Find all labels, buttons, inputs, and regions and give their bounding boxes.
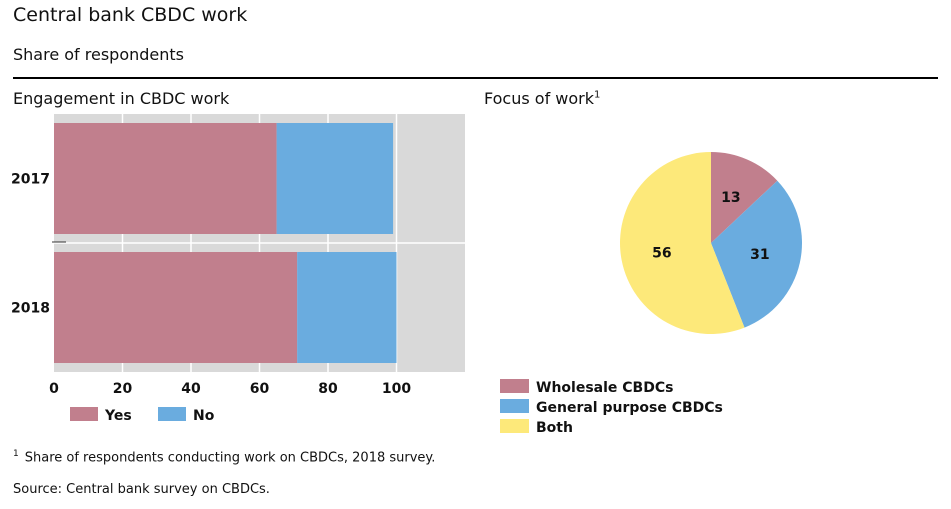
legend-label-yes: Yes [104,408,132,424]
category-label: 2017 [11,172,50,188]
pie-chart: 13 31 56 Wholesale CBDCs General purpose CBD… [500,152,802,436]
category-label: 2018 [11,301,50,317]
x-tick-label: 0 [49,381,59,397]
header-divider [13,77,938,79]
bar-chart: 2017 2018 0 20 40 60 80 100 Yes No [11,114,465,424]
footnote-text: Share of respondents conducting work on … [24,450,436,466]
bar-chart-title: Engagement in CBDC work [13,89,230,108]
x-tick-label: 20 [113,381,133,397]
pie-data-label: 13 [721,190,740,206]
legend-label-wholesale-cbdcs: Wholesale CBDCs [536,380,673,396]
pie-title-text: Focus of work [484,89,595,108]
pie-data-label: 56 [652,245,671,261]
bar-yes-2017 [54,123,277,234]
pie-slice-general-purpose-cbdcs [711,180,802,328]
bar-no-2017 [276,123,394,234]
footnote: 1 Share of respondents conducting work on… [13,449,435,465]
pie-data-label: 31 [750,247,769,263]
legend-swatch-general-purpose-cbdcs [500,399,529,413]
bar-yes-2018 [54,252,298,363]
x-tick-label: 80 [318,381,338,397]
legend-swatch-wholesale-cbdcs [500,379,529,393]
legend-swatch-both [500,419,529,433]
bar-no-2018 [297,252,397,363]
pie-chart-title: Focus of work1 [484,89,600,108]
legend-label-no: No [193,408,215,424]
x-tick-label: 40 [181,381,201,397]
pie-title-footnote-marker: 1 [594,89,601,101]
x-tick-label: 60 [250,381,270,397]
footnote-marker: 1 [13,449,19,459]
chart-subtitle: Share of respondents [13,45,185,64]
source-note: Source: Central bank survey on CBDCs. [13,482,270,497]
legend-swatch-yes [70,407,98,421]
pie-slice-both [620,152,745,334]
legend-label-both: Both [536,420,573,436]
pie-slice-wholesale-cbdcs [711,152,778,243]
x-tick-label: 100 [382,381,411,397]
legend-label-general-purpose-cbdcs: General purpose CBDCs [536,400,723,416]
chart-title: Central bank CBDC work [13,4,248,26]
legend-swatch-no [158,407,186,421]
